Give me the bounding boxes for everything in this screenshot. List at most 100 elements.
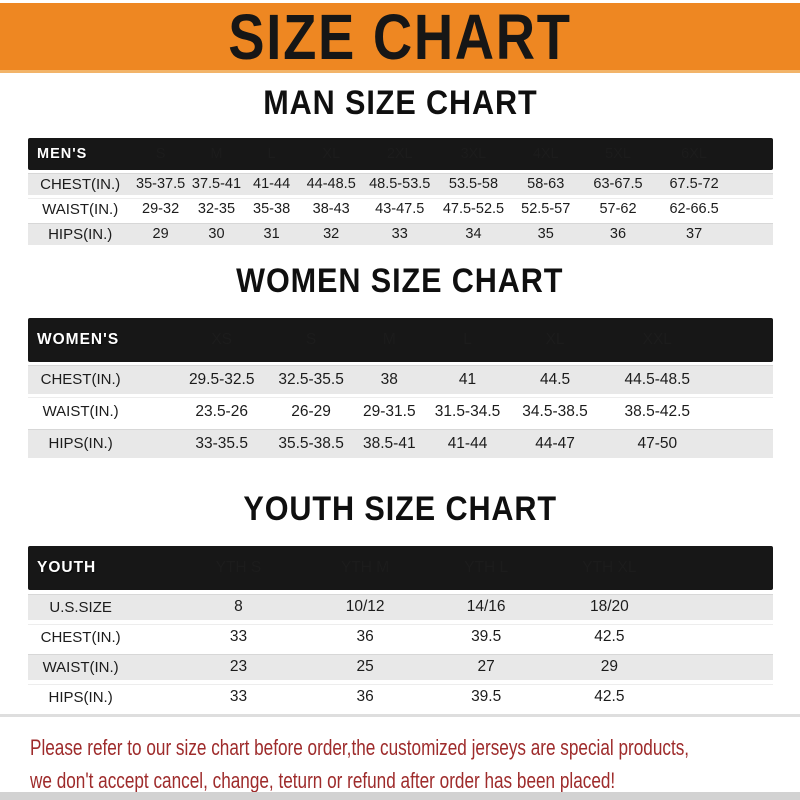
size-value: 32 bbox=[323, 226, 340, 242]
size-value: 34 bbox=[465, 226, 482, 242]
women-header-m: M bbox=[382, 331, 396, 348]
row-label: U.S.SIZE bbox=[49, 598, 112, 616]
size-value: 32-35 bbox=[197, 201, 236, 217]
size-value: 44.5 bbox=[539, 370, 571, 388]
size-value: 41 bbox=[458, 370, 477, 388]
size-value: 34.5-38.5 bbox=[522, 402, 588, 420]
youth-chest-row: CHEST(IN.) 33 36 39.5 42.5 bbox=[28, 624, 773, 650]
size-value: 63-67.5 bbox=[593, 176, 643, 192]
youth-header-l: YTH L bbox=[464, 559, 509, 576]
size-value: 57-62 bbox=[599, 201, 637, 217]
men-chest-row: CHEST(IN.) 35-37.5 37.5-41 41-44 44-48.5… bbox=[28, 173, 773, 195]
men-hips-row: HIPS(IN.) 29 30 31 32 33 34 35 36 37 bbox=[28, 223, 773, 245]
youth-section-title-text: YOUTH SIZE CHART bbox=[243, 490, 557, 528]
men-table-header-row: MEN'S S M L XL 2XL 3XL 4XL 5XL 6XL bbox=[28, 138, 773, 170]
men-size-table: MEN'S S M L XL 2XL 3XL 4XL 5XL 6XL CHEST… bbox=[28, 138, 773, 245]
size-value: 14/16 bbox=[466, 598, 506, 615]
size-value: 67.5-72 bbox=[669, 176, 719, 192]
men-header-l: L bbox=[267, 146, 276, 162]
row-label: CHEST(IN.) bbox=[40, 175, 121, 193]
size-value: 29.5-32.5 bbox=[188, 370, 255, 388]
row-label: HIPS(IN.) bbox=[48, 435, 113, 452]
size-value: 33 bbox=[229, 688, 248, 705]
size-value: 52.5-57 bbox=[521, 201, 571, 217]
size-value: 47-50 bbox=[637, 434, 678, 452]
size-value: 42.5 bbox=[594, 628, 625, 645]
women-section-title-text: WOMEN SIZE CHART bbox=[236, 262, 564, 300]
size-value: 23 bbox=[229, 658, 248, 675]
youth-size-table: YOUTH YTH S YTH M YTH L YTH XL U.S.SIZE … bbox=[28, 546, 773, 710]
men-header-m: M bbox=[210, 146, 223, 162]
banner-title: SIZE CHART bbox=[228, 0, 572, 73]
youth-ussize-row: U.S.SIZE 8 10/12 14/16 18/20 bbox=[28, 594, 773, 620]
women-header-xl: XL bbox=[545, 331, 565, 348]
footer-divider bbox=[0, 714, 800, 717]
size-value: 38.5-42.5 bbox=[624, 402, 691, 420]
women-table-label: WOMEN'S bbox=[37, 331, 120, 348]
size-value: 29 bbox=[600, 658, 618, 675]
size-value: 36 bbox=[356, 628, 374, 645]
footer-line-2: we don't accept cancel, change, teturn o… bbox=[30, 768, 616, 793]
footer-line-1: Please refer to our size chart before or… bbox=[30, 735, 690, 760]
size-value: 36 bbox=[609, 226, 627, 242]
size-value: 18/20 bbox=[589, 598, 629, 615]
women-header-xs: XS bbox=[211, 331, 233, 348]
youth-table-label: YOUTH bbox=[37, 559, 97, 576]
size-value: 44-48.5 bbox=[306, 176, 356, 192]
size-value: 38.5-41 bbox=[363, 434, 416, 452]
man-section-title-text: MAN SIZE CHART bbox=[262, 84, 538, 122]
size-value: 25 bbox=[356, 658, 374, 675]
size-value: 30 bbox=[208, 226, 225, 242]
size-value: 41-44 bbox=[253, 176, 291, 192]
size-value: 53.5-58 bbox=[448, 176, 499, 192]
size-value: 29 bbox=[152, 226, 169, 242]
women-header-s: S bbox=[305, 331, 317, 348]
size-value: 35-38 bbox=[253, 201, 291, 217]
size-value: 32.5-35.5 bbox=[278, 370, 344, 388]
bottom-edge-strip bbox=[0, 792, 800, 800]
men-header-2xl: 2XL bbox=[386, 146, 413, 162]
women-hips-row: HIPS(IN.) 33-35.5 35.5-38.5 38.5-41 41-4… bbox=[28, 429, 773, 458]
man-section-title: MAN SIZE CHART bbox=[0, 84, 800, 123]
size-value: 39.5 bbox=[471, 688, 502, 705]
row-label: HIPS(IN.) bbox=[48, 688, 113, 706]
youth-header-xl: YTH XL bbox=[582, 559, 637, 576]
size-value: 44-47 bbox=[535, 434, 575, 452]
footer-notice: Please refer to our size chart before or… bbox=[30, 731, 690, 797]
size-value: 38 bbox=[380, 370, 398, 388]
size-value: 33-35.5 bbox=[195, 434, 248, 452]
youth-waist-row: WAIST(IN.) 23 25 27 29 bbox=[28, 654, 773, 680]
row-label: HIPS(IN.) bbox=[48, 225, 113, 243]
size-value: 27 bbox=[477, 658, 495, 675]
youth-table-header-row: YOUTH YTH S YTH M YTH L YTH XL bbox=[28, 546, 773, 590]
size-value: 29-32 bbox=[142, 201, 180, 217]
size-value: 62-66.5 bbox=[669, 201, 719, 217]
men-header-xl: XL bbox=[322, 146, 341, 162]
men-header-4xl: 4XL bbox=[532, 146, 559, 162]
women-table-header-row: WOMEN'S XS S M L XL XXL bbox=[28, 318, 773, 362]
size-value: 33 bbox=[391, 226, 408, 242]
size-value: 38-43 bbox=[312, 201, 350, 217]
women-header-l: L bbox=[463, 331, 472, 348]
size-value: 48.5-53.5 bbox=[369, 176, 431, 192]
women-chest-row: CHEST(IN.) 29.5-32.5 32.5-35.5 38 41 44.… bbox=[28, 365, 773, 394]
size-value: 47.5-52.5 bbox=[442, 201, 505, 217]
row-label: WAIST(IN.) bbox=[42, 200, 119, 218]
size-value: 26-29 bbox=[291, 402, 331, 420]
youth-header-s: YTH S bbox=[215, 559, 262, 576]
size-value: 37 bbox=[686, 226, 703, 242]
men-header-5xl: 5XL bbox=[605, 146, 631, 162]
size-value: 23.5-26 bbox=[195, 402, 248, 420]
row-label: WAIST(IN.) bbox=[42, 658, 119, 676]
size-value: 58-63 bbox=[527, 176, 565, 192]
women-size-table: WOMEN'S XS S M L XL XXL CHEST(IN.) 29.5-… bbox=[28, 318, 773, 458]
size-value: 10/12 bbox=[345, 598, 385, 615]
size-value: 31 bbox=[263, 226, 280, 242]
men-header-6xl: 6XL bbox=[681, 146, 707, 162]
size-value: 41-44 bbox=[447, 434, 488, 452]
size-value: 35-37.5 bbox=[136, 176, 186, 192]
size-value: 39.5 bbox=[471, 628, 502, 645]
youth-header-m: YTH M bbox=[340, 559, 390, 576]
size-value: 42.5 bbox=[594, 688, 625, 705]
